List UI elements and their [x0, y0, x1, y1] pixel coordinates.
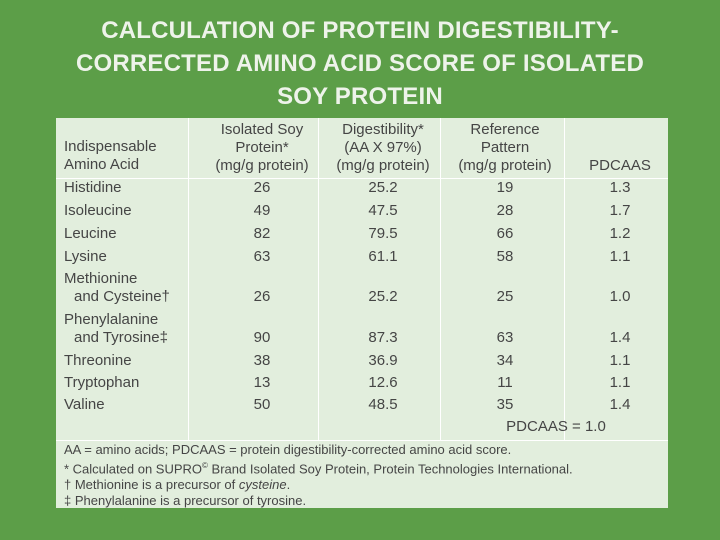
row-digest: 25.2 [368, 179, 398, 196]
row-ref: 35 [496, 396, 514, 413]
row-ref: 66 [496, 225, 514, 242]
column-divider [564, 118, 565, 440]
row-soy: 63 [253, 248, 271, 265]
pdcaas-table: Indispensable Amino Acid Isolated Soy Pr… [56, 118, 668, 440]
title-line-3: SOY PROTEIN [277, 83, 443, 110]
row-digest: 12.6 [368, 374, 398, 391]
row-soy: 82 [253, 225, 271, 242]
row-digest: 61.1 [368, 248, 398, 265]
row-pdcaas: 1.7 [609, 202, 631, 219]
row-pdcaas: 1.4 [609, 396, 631, 413]
row-ref: 25 [496, 288, 514, 305]
row-digest: 47.5 [368, 202, 398, 219]
row-name: Isoleucine [64, 202, 132, 219]
row-digest: 48.5 [368, 396, 398, 413]
column-divider [188, 118, 189, 440]
row-ref: 63 [496, 329, 514, 346]
column-divider [318, 118, 319, 440]
row-name: Tryptophan [64, 374, 140, 391]
row-pdcaas: 1.3 [609, 179, 631, 196]
row-pdcaas: 1.1 [609, 374, 631, 391]
row-name: Methionine and Cysteine† [64, 270, 170, 305]
row-pdcaas: 1.0 [609, 288, 631, 305]
table-panel: Indispensable Amino Acid Isolated Soy Pr… [56, 118, 668, 508]
row-soy: 50 [253, 396, 271, 413]
row-name: Leucine [64, 225, 117, 242]
row-ref: 28 [496, 202, 514, 219]
row-digest: 25.2 [368, 288, 398, 305]
row-name: Histidine [64, 179, 122, 196]
row-ref: 58 [496, 248, 514, 265]
row-pdcaas: 1.1 [609, 352, 631, 369]
row-soy: 26 [253, 179, 271, 196]
row-ref: 19 [496, 179, 514, 196]
footnotes: AA = amino acids; PDCAAS = protein diges… [64, 442, 664, 509]
row-digest: 36.9 [368, 352, 398, 369]
header-isolated-soy: Isolated Soy Protein* (mg/g protein) [215, 121, 309, 174]
row-soy: 90 [253, 329, 271, 346]
row-digest: 79.5 [368, 225, 398, 242]
footnote-divider [56, 440, 668, 441]
row-name: Valine [64, 396, 105, 413]
header-reference-pattern: Reference Pattern (mg/g protein) [458, 121, 552, 174]
footnote-dagger: † Methionine is a precursor of cysteine. [64, 477, 291, 493]
footnote-star: * Calculated on SUPRO© Brand Isolated So… [64, 461, 573, 477]
title-line-2: CORRECTED AMINO ACID SCORE OF ISOLATED [75, 50, 645, 77]
footnote-abbrev: AA = amino acids; PDCAAS = protein diges… [64, 442, 512, 457]
row-digest: 87.3 [368, 329, 398, 346]
row-name: Threonine [64, 352, 132, 369]
column-divider [440, 118, 441, 440]
footnote-double-dagger: ‡ Phenylalanine is a precursor of tyrosi… [64, 493, 307, 509]
row-pdcaas: 1.1 [609, 248, 631, 265]
row-soy: 13 [253, 374, 271, 391]
header-divider [56, 178, 668, 179]
row-soy: 26 [253, 288, 271, 305]
title-line-1: CALCULATION OF PROTEIN DIGESTIBILITY- [101, 17, 619, 44]
header-digestibility: Digestibility* (AA X 97%) (mg/g protein) [336, 121, 430, 174]
header-amino-acid: Indispensable Amino Acid [64, 138, 157, 173]
pdcaas-total: PDCAAS = 1.0 [506, 418, 606, 435]
page-title: CALCULATION OF PROTEIN DIGESTIBILITY- CO… [10, 14, 710, 113]
row-soy: 38 [253, 352, 271, 369]
row-name: Lysine [64, 248, 107, 265]
row-ref: 34 [496, 352, 514, 369]
row-name: Phenylalanine and Tyrosine‡ [64, 311, 168, 346]
row-ref: 11 [497, 374, 513, 391]
row-pdcaas: 1.2 [609, 225, 631, 242]
row-pdcaas: 1.4 [609, 329, 631, 346]
header-pdcaas: PDCAAS [589, 157, 651, 174]
row-soy: 49 [253, 202, 271, 219]
